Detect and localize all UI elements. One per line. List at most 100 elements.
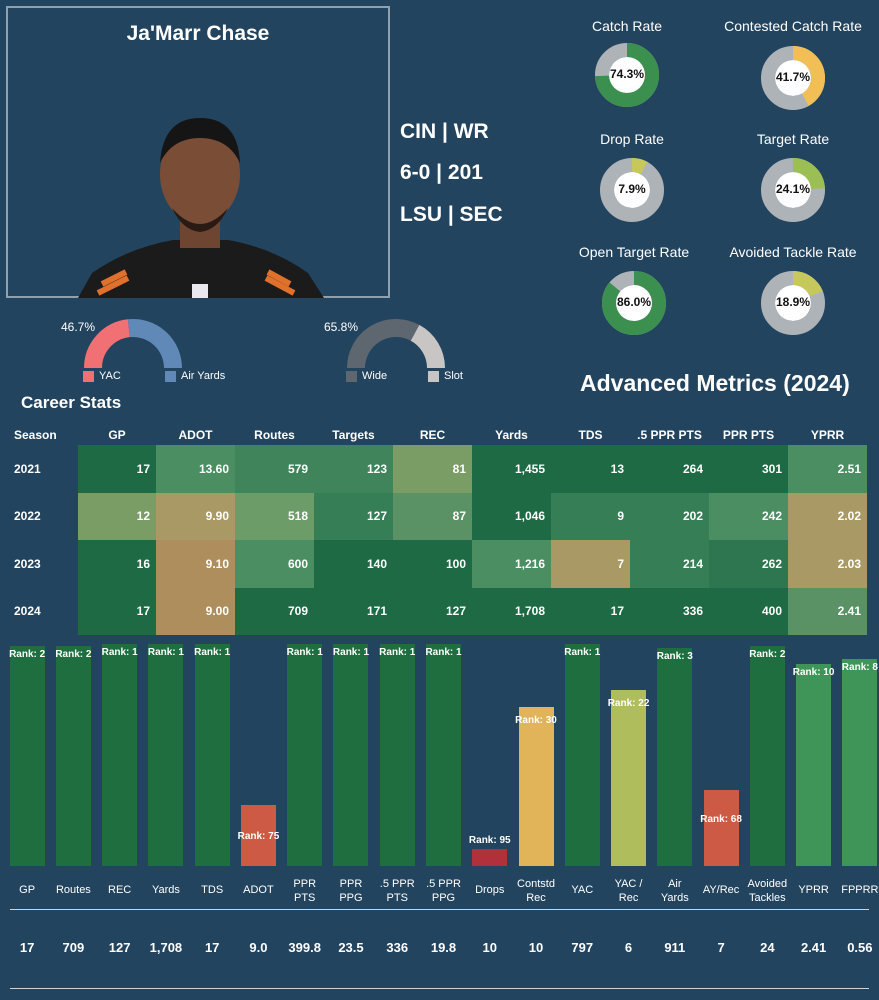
rank-label: Rank: 1: [147, 647, 184, 658]
category-label: PPR PTS: [279, 878, 331, 906]
category-label-line: Rec: [618, 891, 639, 904]
category-label: Drops: [464, 884, 516, 898]
category-label-line: Tackles: [748, 891, 786, 904]
donut-title: Avoided Tackle Rate: [729, 244, 857, 260]
category-label-line: PPR: [339, 878, 363, 890]
category-label: FPPRR: [834, 884, 879, 898]
category-label: Avoided Tackles: [741, 878, 793, 906]
stat-value: 19.8: [430, 940, 457, 955]
rank-label: Rank: 1: [425, 647, 462, 658]
stat-value: 0.56: [847, 940, 873, 955]
table-cell: 9.10: [156, 540, 235, 588]
stat-value: 911: [664, 940, 686, 955]
table-cell: 9.90: [156, 492, 235, 540]
semicircle-right: [410, 324, 445, 369]
column-header[interactable]: ADOT: [178, 428, 213, 442]
donut-center: [775, 172, 811, 208]
rank-category-labels: GP Routes REC Yards TDS ADOT PPR PTS PPR PPG .5 PP…: [0, 878, 879, 908]
height-weight: 6-0 | 201: [400, 161, 483, 184]
rank-bar: [472, 849, 508, 866]
category-label: YAC: [556, 884, 608, 898]
rank-bar: [194, 644, 230, 866]
rank-bar: [657, 648, 693, 866]
donut-value: 74.3%: [609, 67, 645, 81]
stat-value: 336: [386, 940, 409, 955]
stat-value: 2.41: [800, 940, 827, 955]
college-conference: LSU | SEC: [400, 203, 503, 226]
table-cell: 2.03: [788, 540, 867, 588]
donut-chart: [602, 271, 666, 335]
rank-label: Rank: 95: [468, 835, 511, 847]
table-cell: 600: [235, 540, 314, 588]
rank-label: Rank: 10: [792, 666, 835, 678]
rank-label: Rank: 8: [841, 662, 878, 674]
table-cell: 400: [709, 587, 788, 635]
stat-value: 127: [108, 940, 131, 955]
legend-left: Wide: [346, 370, 387, 382]
donut-center: [775, 285, 811, 321]
donut-center: [609, 57, 645, 93]
rank-bar: [564, 644, 600, 866]
category-label: YAC / Rec: [603, 878, 655, 906]
semicircle-chart: [84, 319, 182, 369]
table-cell: 2023: [14, 556, 41, 571]
column-header[interactable]: YPRR: [810, 428, 845, 442]
category-label: Routes: [47, 884, 99, 898]
category-label-line: YPRR: [798, 884, 829, 896]
table-cell: 140: [314, 540, 393, 588]
category-label: Yards: [140, 884, 192, 898]
rank-bar: [749, 646, 785, 866]
rank-bar: [333, 644, 369, 866]
donut-title: Target Rate: [756, 131, 830, 147]
column-header[interactable]: REC: [419, 428, 446, 442]
career-stats-table: Season GP ADOT Routes Targets REC Yards TDS .5 P…: [0, 425, 867, 635]
table-cell: 1,455: [472, 445, 551, 493]
rank-label: Rank: 1: [194, 647, 231, 658]
column-header[interactable]: GP: [108, 428, 126, 442]
donut-fill: [761, 46, 825, 110]
donut-center: [616, 285, 652, 321]
player-photo: [78, 118, 324, 298]
column-header[interactable]: .5 PPR PTS: [637, 428, 702, 442]
column-header[interactable]: Routes: [254, 428, 295, 442]
table-cell: 9: [551, 492, 630, 540]
rank-label: Rank: 3: [656, 651, 693, 663]
table-row: 2022 12 9.90 518 127 87 1,046 9 202 242 2.02: [0, 492, 867, 540]
stat-values-row: 17 709 127 1,708 17 9.0 399.8 23.5 336 19.8 10 10 79…: [0, 940, 879, 960]
table-cell: 17: [551, 587, 630, 635]
column-header[interactable]: Yards: [495, 428, 528, 442]
category-label-line: PPG: [339, 891, 363, 904]
semicircle-percent: 46.7%: [61, 320, 96, 334]
column-header[interactable]: TDS: [578, 428, 603, 442]
donut-value: 7.9%: [618, 182, 646, 196]
table-cell: 100: [393, 540, 472, 588]
table-cell: 202: [630, 492, 709, 540]
donut-title: Open Target Rate: [578, 244, 690, 260]
category-label-line: AY/Rec: [702, 884, 740, 896]
rank-label: Rank: 22: [607, 697, 650, 709]
category-label-line: GP: [19, 884, 36, 896]
rank-bar-chart: Rank: 2 Rank: 2 Rank: 1 Rank: 1 Rank: 1 Rank:…: [0, 640, 879, 870]
semicircle-chart: [347, 319, 445, 369]
rank-bar: [102, 644, 138, 866]
column-header[interactable]: PPR PTS: [722, 428, 775, 442]
donut-chart: [761, 158, 825, 222]
team-position: CIN | WR: [400, 120, 489, 143]
rank-bar: [9, 646, 45, 866]
table-cell: 7: [551, 540, 630, 588]
semicircle-percent: 65.8%: [324, 320, 359, 334]
category-label: TDS: [186, 884, 238, 898]
category-label-line: Air: [668, 878, 682, 890]
category-label: .5 PPR PPG: [418, 878, 470, 906]
category-label: Contstd Rec: [510, 878, 562, 906]
table-cell: 87: [393, 492, 472, 540]
donut-fill: [602, 271, 666, 335]
category-label: Air Yards: [649, 878, 701, 906]
career-header-row: Season GP ADOT Routes Targets REC Yards TDS .5 P…: [0, 425, 867, 445]
donut-chart: [761, 271, 825, 335]
column-header[interactable]: Season: [14, 428, 57, 442]
semicircle-left: [84, 319, 131, 369]
rank-label: Rank: 1: [101, 647, 138, 658]
donut-center: [775, 60, 811, 96]
column-header[interactable]: Targets: [332, 428, 375, 442]
